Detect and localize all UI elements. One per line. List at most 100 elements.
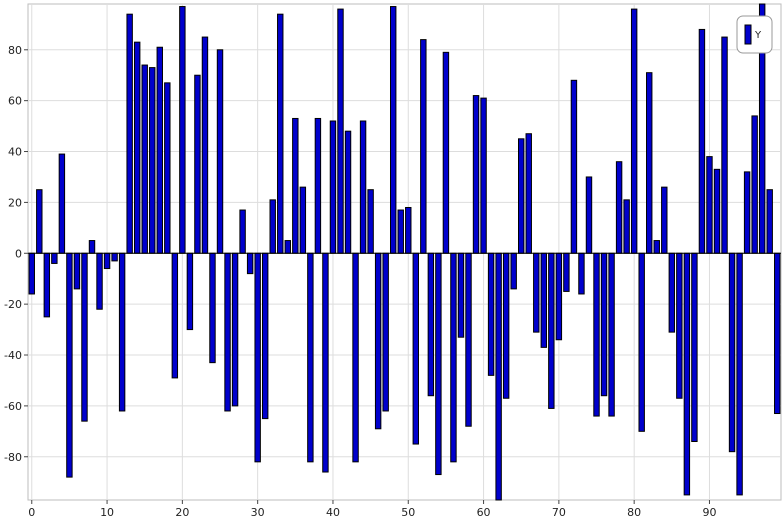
bar (405, 206, 412, 254)
bar (111, 252, 118, 262)
bar (201, 36, 209, 254)
bar (66, 252, 73, 478)
bar (231, 252, 239, 407)
bar (382, 252, 389, 412)
bar (653, 240, 660, 254)
bar (329, 120, 337, 254)
bar (141, 64, 148, 254)
bar (374, 252, 382, 430)
bar (118, 252, 126, 412)
bar (743, 171, 751, 254)
bar (269, 199, 276, 254)
y-tick-label: 20 (8, 196, 22, 209)
bar (73, 252, 81, 290)
bar (495, 252, 502, 501)
bar (608, 252, 615, 417)
bar (683, 252, 691, 496)
x-tick-label: 50 (401, 506, 415, 519)
bar (533, 252, 540, 333)
bar (646, 72, 653, 254)
bar (691, 252, 698, 442)
bar (450, 252, 457, 463)
bar (322, 252, 329, 473)
bar (367, 189, 374, 254)
bar (615, 161, 623, 254)
x-tick-label: 80 (627, 506, 641, 519)
bar (563, 252, 570, 292)
bar (186, 252, 194, 331)
bar (518, 138, 525, 254)
bar (96, 252, 103, 310)
x-tick-label: 30 (251, 506, 265, 519)
plot-area (27, 3, 782, 501)
bar (600, 252, 608, 397)
bar (277, 13, 284, 254)
bar (284, 240, 291, 254)
bar (254, 252, 261, 463)
bar (246, 252, 254, 275)
bar (36, 189, 43, 254)
bar (668, 252, 676, 333)
bar (465, 252, 472, 427)
bar (58, 153, 66, 254)
y-tick-label: 80 (8, 44, 22, 57)
bar (126, 13, 133, 254)
bar (103, 252, 111, 270)
bar (224, 252, 231, 412)
bar (43, 252, 51, 318)
bar (751, 115, 758, 254)
y-tick-label: -80 (4, 451, 22, 464)
bar (194, 74, 201, 254)
bar (502, 252, 510, 399)
bar (88, 240, 96, 254)
y-tick-label: -60 (4, 400, 22, 413)
legend[interactable]: Y (736, 15, 773, 54)
bar (540, 252, 548, 348)
bar (359, 120, 367, 254)
bar (638, 252, 645, 432)
bar (578, 252, 585, 295)
bar (457, 252, 465, 338)
bar (698, 28, 706, 254)
bar (442, 51, 450, 254)
bar (630, 8, 638, 254)
bar (555, 252, 563, 341)
legend-swatch (744, 24, 752, 45)
bar (149, 67, 156, 254)
bar (487, 252, 495, 376)
bar (292, 117, 299, 254)
bar (721, 36, 728, 254)
bar (728, 252, 736, 453)
x-tick-label: 90 (702, 506, 716, 519)
bar (156, 46, 163, 254)
bar (299, 186, 307, 254)
x-tick-label: 70 (552, 506, 566, 519)
bar (661, 186, 668, 254)
bar (510, 252, 517, 290)
bar (179, 6, 186, 254)
bar (427, 252, 435, 397)
bar (81, 252, 88, 422)
bar (344, 130, 352, 254)
bar (261, 252, 269, 420)
y-tick-label: -20 (4, 298, 22, 311)
legend-label: Y (754, 30, 762, 41)
bar (397, 209, 404, 254)
bar (480, 97, 487, 254)
bar (412, 252, 420, 445)
bar (435, 252, 442, 476)
bar (164, 82, 171, 254)
bar (352, 252, 359, 463)
bar (570, 79, 578, 254)
bar (472, 95, 480, 254)
bar (623, 199, 630, 254)
bar (706, 156, 713, 254)
bar (216, 49, 224, 254)
bar (314, 117, 322, 254)
bar-series-y (28, 3, 781, 501)
y-tick-label: 40 (8, 146, 22, 159)
bar (420, 39, 427, 254)
x-axis: 0 10 20 30 40 50 60 70 80 90 (28, 500, 716, 519)
x-tick-label: 10 (100, 506, 114, 519)
